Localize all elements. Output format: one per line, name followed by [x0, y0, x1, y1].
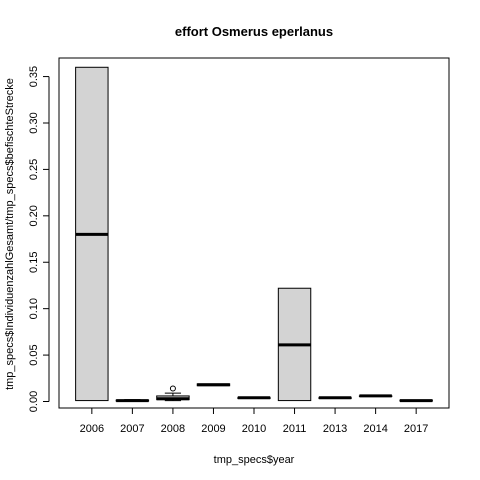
y-axis-label: tmp_specs$IndividuenzahlGesamt/tmp_specs…: [4, 78, 16, 390]
chart-title: effort Osmerus eperlanus: [175, 24, 333, 39]
outlier-point: [169, 385, 176, 392]
x-tick-label: 2017: [404, 423, 428, 435]
x-axis-label: tmp_specs$year: [214, 454, 295, 466]
x-tick-label: 2010: [242, 423, 266, 435]
plot-frame: [58, 57, 450, 409]
x-tick-label: 2009: [201, 423, 225, 435]
plot-area: 0.00 0.05 0.10 0.15 0.20 0.25 0.30 0.35 2006 2007…: [28, 57, 450, 435]
x-tick-label: 2013: [323, 423, 347, 435]
x-tick-label: 2014: [363, 423, 387, 435]
y-tick-label: 0.15: [28, 252, 40, 273]
y-tick-label: 0.25: [28, 159, 40, 180]
y-tick-label: 0.00: [28, 391, 40, 412]
x-tick-label: 2006: [80, 423, 104, 435]
y-tick-label: 0.35: [28, 66, 40, 87]
y-tick-label: 0.10: [28, 298, 40, 319]
x-tick-label: 2008: [161, 423, 185, 435]
x-tick-label: 2011: [283, 423, 307, 435]
y-tick-label: 0.05: [28, 344, 40, 365]
y-tick-label: 0.30: [28, 112, 40, 133]
y-tick-label: 0.20: [28, 205, 40, 226]
x-tick-label: 2007: [120, 423, 144, 435]
